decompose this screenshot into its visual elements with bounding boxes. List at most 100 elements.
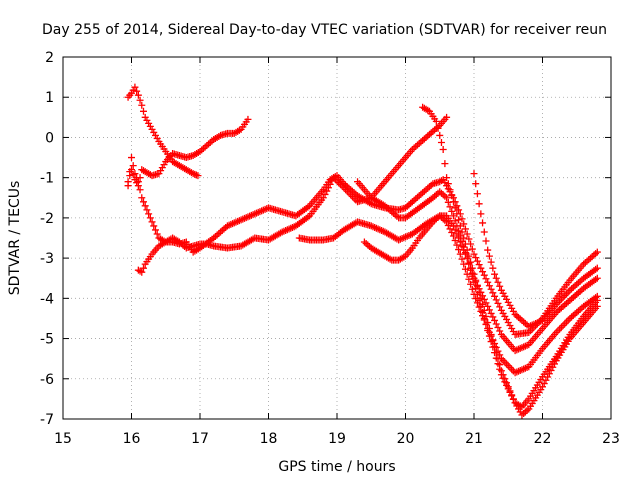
- data-point: [448, 192, 456, 200]
- data-point: [487, 331, 495, 339]
- data-point: [463, 270, 471, 278]
- x-tick-label: 15: [54, 431, 72, 447]
- y-tick-label: -4: [40, 291, 54, 307]
- data-point: [473, 282, 481, 290]
- data-point: [134, 178, 142, 186]
- data-point: [323, 187, 331, 195]
- data-point: [467, 258, 475, 266]
- data-point: [134, 91, 142, 99]
- data-point: [564, 316, 572, 324]
- data-point: [482, 275, 490, 283]
- data-point: [461, 265, 469, 273]
- data-point: [479, 300, 487, 308]
- data-point: [129, 162, 137, 170]
- data-point: [547, 366, 555, 374]
- data-point: [487, 258, 495, 266]
- y-tick-label: -7: [40, 412, 54, 428]
- data-point: [192, 171, 200, 179]
- x-tick-label: 19: [328, 431, 346, 447]
- data-point: [473, 190, 481, 198]
- data-point: [593, 264, 601, 272]
- data-point: [479, 268, 487, 276]
- y-tick-label: -1: [40, 171, 54, 187]
- data-point: [496, 361, 504, 369]
- y-tick-label: -6: [40, 372, 54, 388]
- chart-title: Day 255 of 2014, Sidereal Day-to-day VTE…: [42, 22, 607, 38]
- data-point: [593, 302, 601, 310]
- y-tick-label: 2: [45, 50, 54, 66]
- data-point: [458, 228, 466, 236]
- data-point: [556, 325, 564, 333]
- data-point: [465, 275, 473, 283]
- data-point: [473, 257, 481, 265]
- x-tick-label: 23: [602, 431, 620, 447]
- data-point: [443, 113, 451, 121]
- data-point: [561, 320, 569, 328]
- data-point: [455, 246, 463, 254]
- data-point: [470, 170, 478, 178]
- data-point: [145, 210, 153, 218]
- y-tick-label: -3: [40, 251, 54, 267]
- data-point: [139, 264, 147, 272]
- data-point: [485, 282, 493, 290]
- data-point: [494, 347, 502, 355]
- data-point: [489, 337, 497, 345]
- data-point: [143, 206, 151, 214]
- data-point: [453, 210, 461, 218]
- data-point: [484, 318, 492, 326]
- data-point: [139, 198, 147, 206]
- data-point: [455, 227, 463, 235]
- data-point: [460, 234, 468, 242]
- data-point: [477, 210, 485, 218]
- data-point: [482, 237, 490, 245]
- data-point: [503, 360, 511, 368]
- x-tick-label: 22: [534, 431, 552, 447]
- data-point: [446, 225, 454, 233]
- x-tick-label: 21: [465, 431, 483, 447]
- data-point: [562, 318, 570, 326]
- data-point: [554, 299, 562, 307]
- data-point: [131, 83, 139, 91]
- x-tick-label: 20: [397, 431, 415, 447]
- series-b: [124, 115, 252, 190]
- data-point: [480, 295, 488, 303]
- data-point: [477, 294, 485, 302]
- x-axis-label: GPS time / hours: [278, 459, 395, 475]
- data-point: [489, 313, 497, 321]
- data-point: [494, 299, 502, 307]
- series-i: [470, 170, 601, 330]
- data-point: [557, 323, 565, 331]
- data-point: [496, 303, 504, 311]
- data-point: [480, 271, 488, 279]
- data-point: [194, 172, 202, 180]
- data-point: [491, 343, 499, 351]
- data-point: [463, 246, 471, 254]
- data-point: [475, 288, 483, 296]
- data-point: [475, 261, 483, 269]
- data-point: [470, 250, 478, 258]
- data-point: [432, 117, 440, 125]
- data-point: [448, 207, 456, 215]
- data-point: [485, 252, 493, 260]
- data-point: [138, 268, 146, 276]
- data-point: [138, 194, 146, 202]
- data-point: [472, 180, 480, 188]
- data-point: [468, 285, 476, 293]
- data-point: [465, 235, 473, 243]
- data-point: [446, 203, 454, 211]
- data-point: [444, 180, 452, 188]
- data-point: [540, 380, 548, 388]
- data-point: [559, 321, 567, 329]
- data-point: [133, 174, 141, 182]
- data-point: [151, 226, 159, 234]
- data-point: [494, 323, 502, 331]
- data-point: [499, 356, 507, 364]
- data-point: [496, 327, 504, 335]
- data-point: [485, 325, 493, 332]
- data-point: [508, 391, 516, 399]
- data-point: [484, 278, 492, 286]
- y-tick-label: -2: [40, 211, 54, 227]
- series-c: [124, 113, 451, 252]
- data-point: [443, 174, 451, 182]
- data-point: [470, 270, 478, 278]
